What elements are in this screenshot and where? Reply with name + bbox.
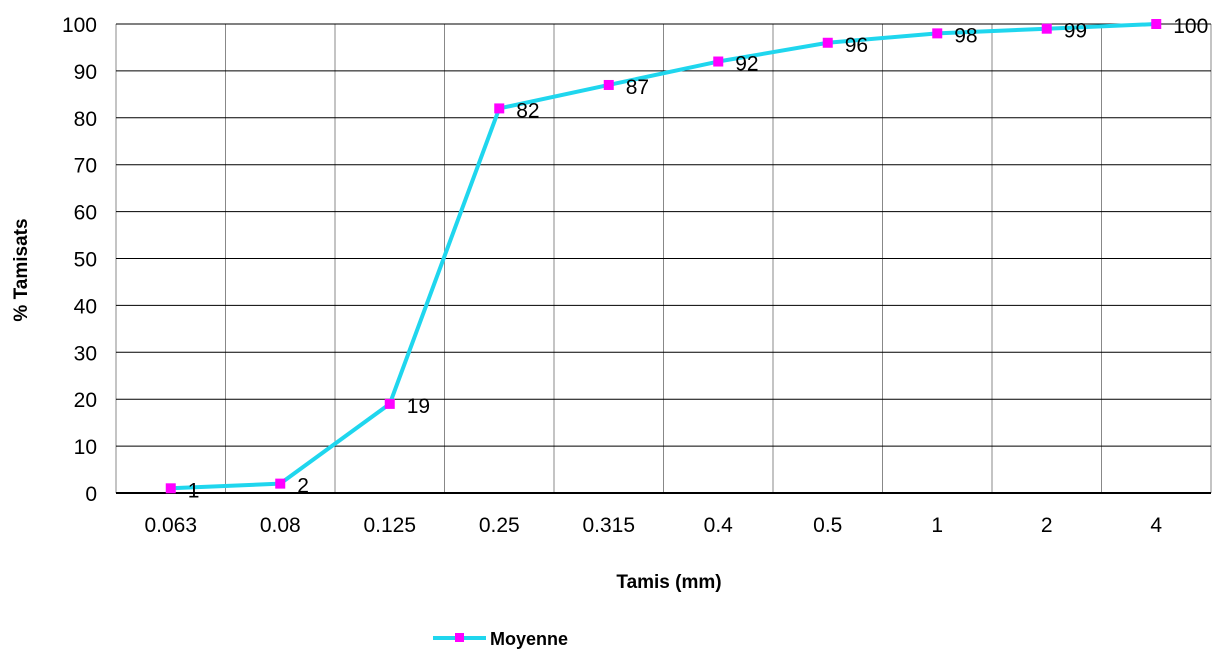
data-label: 92 bbox=[735, 53, 758, 76]
x-tick-label: 0.063 bbox=[144, 514, 197, 537]
series-line bbox=[170, 22, 1157, 491]
data-labels: 1 2 19 82 87 92 96 98 99 100 bbox=[188, 15, 1209, 502]
y-tick-label: 60 bbox=[74, 202, 97, 225]
data-label: 100 bbox=[1173, 15, 1208, 38]
data-point-marker bbox=[384, 398, 395, 409]
x-axis-title: Tamis (mm) bbox=[616, 572, 721, 593]
data-point-marker bbox=[713, 56, 724, 67]
data-point-marker bbox=[494, 103, 505, 114]
x-tick-label: 0.4 bbox=[704, 514, 734, 537]
data-point-marker bbox=[165, 483, 176, 494]
y-tick-label: 30 bbox=[74, 342, 97, 365]
data-point-marker bbox=[1151, 19, 1162, 29]
data-label: 1 bbox=[188, 479, 200, 502]
gridlines bbox=[115, 23, 1212, 494]
y-tick-label: 80 bbox=[74, 108, 97, 131]
x-tick-label: 0.25 bbox=[479, 514, 520, 537]
data-label: 87 bbox=[626, 76, 649, 99]
legend: Moyenne bbox=[433, 629, 568, 649]
data-point-marker bbox=[603, 79, 614, 90]
y-tick-label: 10 bbox=[74, 436, 97, 459]
data-point-marker bbox=[275, 478, 286, 489]
y-axis-title: % Tamisats bbox=[11, 218, 32, 321]
x-tick-label: 0.125 bbox=[363, 514, 416, 537]
y-tick-label: 20 bbox=[74, 389, 97, 412]
x-axis-ticks: 0.063 0.08 0.125 0.25 0.315 0.4 0.5 1 2 4 bbox=[144, 514, 1162, 537]
series-moyenne bbox=[165, 19, 1162, 494]
data-point-marker bbox=[822, 37, 833, 48]
data-label: 96 bbox=[845, 34, 868, 57]
y-tick-label: 70 bbox=[74, 155, 97, 178]
y-tick-label: 0 bbox=[85, 483, 97, 506]
x-tick-label: 0.5 bbox=[813, 514, 842, 537]
data-point-marker bbox=[1041, 23, 1052, 34]
data-point-marker bbox=[932, 28, 943, 39]
y-tick-label: 100 bbox=[62, 14, 97, 37]
y-tick-label: 50 bbox=[74, 249, 97, 272]
data-label: 99 bbox=[1064, 20, 1087, 43]
y-tick-label: 90 bbox=[74, 61, 97, 84]
x-tick-label: 2 bbox=[1041, 514, 1053, 537]
data-label: 82 bbox=[516, 99, 539, 122]
x-tick-label: 1 bbox=[931, 514, 943, 537]
data-label: 98 bbox=[954, 24, 977, 47]
x-tick-label: 4 bbox=[1150, 514, 1162, 537]
x-tick-label: 0.08 bbox=[260, 514, 301, 537]
data-label: 2 bbox=[297, 475, 309, 498]
x-tick-label: 0.315 bbox=[582, 514, 635, 537]
legend-marker-swatch bbox=[455, 633, 464, 642]
data-label: 19 bbox=[407, 395, 430, 418]
y-tick-label: 40 bbox=[74, 295, 97, 318]
y-axis-ticks: 0 10 20 30 40 50 60 70 80 90 100 bbox=[62, 14, 97, 506]
legend-label: Moyenne bbox=[490, 629, 568, 649]
